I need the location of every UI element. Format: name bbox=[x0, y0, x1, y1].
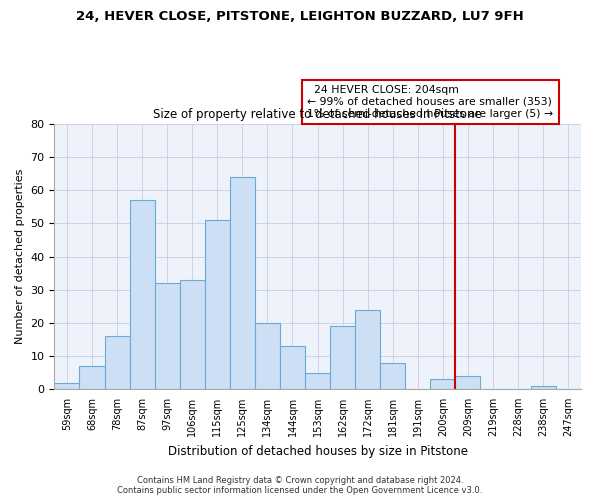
Bar bbox=[330, 326, 355, 389]
Bar bbox=[130, 200, 155, 389]
Bar bbox=[79, 366, 104, 389]
X-axis label: Distribution of detached houses by size in Pitstone: Distribution of detached houses by size … bbox=[167, 444, 467, 458]
Bar bbox=[55, 382, 79, 389]
Text: 24, HEVER CLOSE, PITSTONE, LEIGHTON BUZZARD, LU7 9FH: 24, HEVER CLOSE, PITSTONE, LEIGHTON BUZZ… bbox=[76, 10, 524, 23]
Bar bbox=[305, 372, 330, 389]
Bar bbox=[180, 280, 205, 389]
Y-axis label: Number of detached properties: Number of detached properties bbox=[15, 169, 25, 344]
Title: Size of property relative to detached houses in Pitstone: Size of property relative to detached ho… bbox=[153, 108, 482, 122]
Bar bbox=[355, 310, 380, 389]
Bar bbox=[380, 362, 405, 389]
Bar bbox=[255, 323, 280, 389]
Bar bbox=[530, 386, 556, 389]
Bar bbox=[280, 346, 305, 389]
Text: Contains HM Land Registry data © Crown copyright and database right 2024.
Contai: Contains HM Land Registry data © Crown c… bbox=[118, 476, 482, 495]
Bar bbox=[205, 220, 230, 389]
Bar bbox=[104, 336, 130, 389]
Bar bbox=[230, 177, 255, 389]
Bar bbox=[430, 379, 455, 389]
Text: 24 HEVER CLOSE: 204sqm  
← 99% of detached houses are smaller (353)
1% of semi-d: 24 HEVER CLOSE: 204sqm ← 99% of detached… bbox=[307, 86, 553, 118]
Bar bbox=[155, 283, 180, 389]
Bar bbox=[455, 376, 481, 389]
